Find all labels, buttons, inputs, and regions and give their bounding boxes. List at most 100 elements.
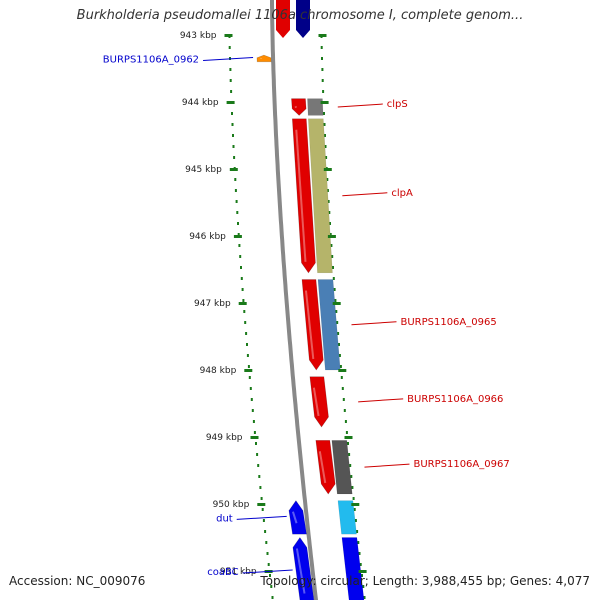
feature-segment	[308, 118, 333, 274]
tick-dot	[258, 475, 261, 478]
tick-dot	[332, 277, 335, 280]
feature-segment	[331, 440, 353, 495]
major-tick-left	[238, 302, 247, 305]
gene-label: dut	[216, 513, 233, 524]
tick-dot	[349, 464, 352, 467]
tick-dot	[238, 244, 241, 247]
gene-highlight	[312, 387, 320, 417]
tick-dot	[326, 178, 329, 181]
tick-dot	[356, 530, 359, 533]
tick-dot	[247, 365, 250, 368]
major-tick-right	[320, 101, 329, 104]
tick-dot	[249, 387, 252, 390]
tick-dot	[252, 420, 255, 423]
label-leader-line	[358, 398, 404, 403]
tick-dot	[320, 46, 323, 49]
gene-arrow	[309, 376, 329, 428]
tick-dot	[329, 222, 331, 225]
tick-dot	[234, 189, 237, 192]
tick-dot	[269, 574, 271, 577]
tick-dot	[338, 343, 340, 346]
tick-dot	[332, 266, 334, 269]
tick-dot	[256, 453, 259, 456]
genome-backbone	[270, 0, 319, 600]
gene-highlight	[294, 105, 298, 109]
tick-dot	[240, 277, 243, 280]
tick-dot	[251, 409, 254, 412]
tick-dots	[228, 35, 366, 599]
map-title: Burkholderia pseudomallei 1106a chromoso…	[76, 8, 524, 23]
tick-dot	[363, 596, 366, 599]
label-leader-line	[242, 569, 293, 574]
tick-dot	[248, 376, 251, 379]
major-tick-right	[327, 235, 336, 238]
gene-highlight	[291, 511, 298, 524]
major-tick-right	[358, 570, 367, 573]
tick-dot	[270, 585, 273, 588]
gene-arrow	[291, 118, 316, 274]
tick-dot	[257, 464, 260, 467]
tick-dot	[345, 431, 348, 434]
tick-dot	[330, 244, 333, 247]
tick-label: 947 kbp	[194, 299, 231, 309]
tick-dot	[243, 310, 246, 313]
major-tick-left	[257, 503, 266, 506]
top-block	[276, 0, 290, 38]
tick-dot	[339, 365, 342, 368]
major-tick-left	[250, 436, 259, 439]
tick-dot	[271, 596, 274, 599]
tick-label: 951 kbp	[220, 567, 257, 577]
tick-dot	[334, 299, 337, 302]
tick-dot	[359, 563, 362, 566]
tick-dot	[241, 288, 244, 291]
tick-dot	[324, 145, 327, 148]
tick-dot	[232, 145, 235, 148]
major-tick-left	[229, 168, 238, 171]
accession-text: Accession: NC_009076	[9, 574, 146, 588]
label-leader-line	[364, 463, 410, 468]
tick-dot	[253, 431, 256, 434]
tick-dot	[336, 321, 339, 324]
label-leader-line	[342, 192, 388, 197]
tick-dot	[348, 453, 351, 456]
tick-label: 945 kbp	[185, 165, 222, 175]
tick-dot	[342, 398, 345, 401]
tick-track: 943 kbp 944 kbp 945 kbp 946 kbp 947 kbp 948 k…	[180, 31, 367, 577]
tick-label: 944 kbp	[182, 98, 219, 108]
tick-dot	[265, 541, 268, 544]
tick-dot	[229, 79, 232, 82]
tick-dot	[333, 288, 336, 291]
major-tick-right	[351, 503, 360, 506]
tick-dot	[322, 90, 325, 93]
tick-label: 950 kbp	[213, 500, 250, 510]
tick-dot	[231, 112, 233, 115]
tick-dot	[240, 266, 242, 269]
gene-arrow	[292, 536, 315, 600]
tick-dot	[236, 211, 239, 214]
tick-dot	[347, 442, 349, 445]
tick-dot	[338, 354, 341, 357]
tick-dot	[235, 200, 238, 203]
feature-segment	[341, 537, 365, 600]
tick-dot	[261, 508, 264, 511]
tick-dot	[244, 321, 247, 324]
tick-dot	[357, 541, 360, 544]
tick-dot	[351, 486, 354, 489]
tick-dot	[362, 585, 365, 588]
tick-dot	[255, 442, 257, 445]
tick-dot	[327, 200, 330, 203]
topology-summary: Topology: circular; Length: 3,988,455 bp…	[260, 574, 590, 588]
major-tick-right	[344, 436, 353, 439]
gene-label: clpS	[387, 99, 408, 110]
tick-dot	[353, 508, 356, 511]
tick-dot	[329, 233, 332, 236]
major-tick-right	[318, 34, 327, 37]
tick-dot	[234, 178, 237, 181]
gene-track	[256, 0, 336, 600]
label-leader-line	[351, 321, 397, 326]
gene-arrow	[315, 440, 336, 495]
gene-label: coaBC	[207, 567, 238, 578]
tick-dot	[231, 123, 234, 126]
label-leader-line	[236, 515, 287, 520]
